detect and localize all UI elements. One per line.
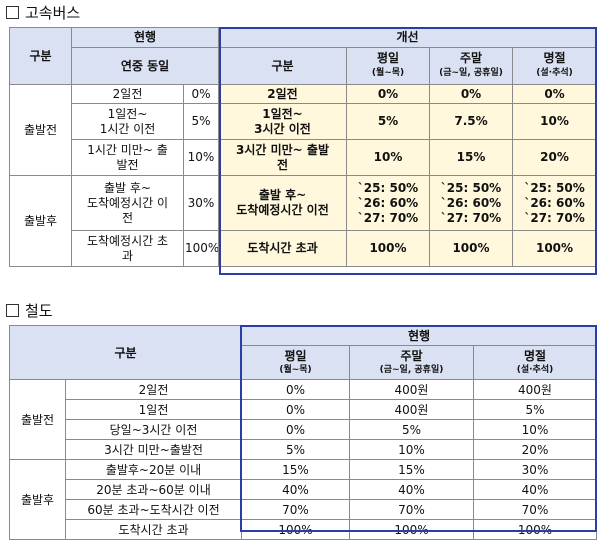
rail-value: 20% bbox=[472, 439, 598, 460]
bus-new-label: 출발 후~ 도착예정시간 이전 bbox=[218, 175, 347, 231]
rail-group-after: 출발후 bbox=[9, 459, 66, 540]
rail-value: 0% bbox=[241, 419, 350, 440]
bus-value: 0% bbox=[346, 84, 430, 104]
bus-value: 5% bbox=[346, 103, 430, 140]
bus-value: `25: 50% `26: 60% `27: 70% bbox=[429, 175, 513, 231]
bus-value: 15% bbox=[429, 139, 513, 176]
bus-new-label: 1일전~ 3시간 이전 bbox=[218, 103, 347, 140]
col-name: 주말 bbox=[400, 348, 423, 363]
bus-value: 100% bbox=[511, 230, 598, 267]
rail-value: 30% bbox=[472, 459, 598, 480]
bus-value: 10% bbox=[511, 103, 598, 140]
bus-cur-rate: 5% bbox=[183, 103, 219, 140]
rail-value: 40% bbox=[472, 479, 598, 500]
bus-improved-category-header: 구분 bbox=[218, 47, 347, 85]
rail-value: 70% bbox=[472, 499, 598, 520]
rail-value: 10% bbox=[472, 419, 598, 440]
bus-group-before: 출발전 bbox=[9, 84, 72, 176]
bus-cur-label: 출발 후~ 도착예정시간 이 전 bbox=[71, 175, 184, 231]
section-title-text: 철도 bbox=[25, 302, 53, 320]
bus-group-after: 출발후 bbox=[9, 175, 72, 267]
rail-value: 70% bbox=[241, 499, 350, 520]
bus-value: 100% bbox=[346, 230, 430, 267]
rail-value: 400원 bbox=[349, 379, 474, 400]
section-title-rail: 철도 bbox=[6, 301, 53, 321]
bus-value: 10% bbox=[346, 139, 430, 176]
bus-value: `25: 50% `26: 60% `27: 70% bbox=[511, 175, 598, 231]
bus-cur-label: 1일전~ 1시간 이전 bbox=[71, 103, 184, 140]
rail-row-label: 60분 초과~도착시간 이전 bbox=[65, 499, 242, 520]
rail-value: 0% bbox=[241, 399, 350, 420]
rail-group-before: 출발전 bbox=[9, 379, 66, 460]
rail-value: 100% bbox=[241, 519, 350, 540]
col-sub: (월~목) bbox=[279, 364, 312, 375]
rail-row-label: 1일전 bbox=[65, 399, 242, 420]
rail-col-weekend: 주말 (금~일, 공휴일) bbox=[349, 345, 474, 380]
rail-row-label: 2일전 bbox=[65, 379, 242, 400]
rail-value: 40% bbox=[349, 479, 474, 500]
bus-cur-label: 1시간 미만~ 출 발전 bbox=[71, 139, 184, 176]
col-name: 평일 bbox=[376, 51, 400, 65]
bus-col-weekend: 주말 (금~일, 공휴일) bbox=[429, 47, 513, 85]
bus-category-header: 구분 bbox=[9, 27, 72, 85]
rail-col-holiday: 명절 (설·추석) bbox=[472, 345, 598, 380]
rail-value: 40% bbox=[241, 479, 350, 500]
rail-value: 15% bbox=[349, 459, 474, 480]
col-name: 명절 bbox=[543, 51, 566, 65]
bus-same-year-header: 연중 동일 bbox=[71, 47, 219, 85]
col-name: 평일 bbox=[284, 348, 307, 363]
bus-new-label: 2일전 bbox=[218, 84, 347, 104]
rail-row-label: 20분 초과~60분 이내 bbox=[65, 479, 242, 500]
rail-row-label: 출발후~20분 이내 bbox=[65, 459, 242, 480]
bus-value: 7.5% bbox=[429, 103, 513, 140]
bus-value: 20% bbox=[511, 139, 598, 176]
rail-value: 10% bbox=[349, 439, 474, 460]
bus-cur-label: 도착예정시간 초 과 bbox=[71, 230, 184, 267]
bus-value: 0% bbox=[429, 84, 513, 104]
rail-value: 5% bbox=[472, 399, 598, 420]
rail-value: 400원 bbox=[349, 399, 474, 420]
rail-table: 구분 현행 평일 (월~목) 주말 (금~일, 공휴일) 명절 (설·추석) 출발전 … bbox=[9, 325, 598, 540]
bus-value: `25: 50% `26: 60% `27: 70% bbox=[346, 175, 430, 231]
rail-value: 0% bbox=[241, 379, 350, 400]
rail-value: 15% bbox=[241, 459, 350, 480]
section-title-bus: 고속버스 bbox=[6, 3, 80, 23]
bus-cur-rate: 100% bbox=[183, 230, 219, 267]
rail-col-weekday: 평일 (월~목) bbox=[241, 345, 350, 380]
bus-new-label: 3시간 미만~ 출발 전 bbox=[218, 139, 347, 176]
bus-improved-header: 개선 bbox=[217, 27, 598, 48]
rail-value: 5% bbox=[241, 439, 350, 460]
rail-row-label: 3시간 미만~출발전 bbox=[65, 439, 242, 460]
col-sub: (금~일, 공휴일) bbox=[439, 68, 503, 78]
bus-cur-rate: 10% bbox=[183, 139, 219, 176]
bus-cur-rate: 30% bbox=[183, 175, 219, 231]
bus-cur-rate: 0% bbox=[183, 84, 219, 104]
bus-current-header: 현행 bbox=[71, 27, 219, 48]
rail-category-header: 구분 bbox=[9, 325, 242, 380]
col-name: 명절 bbox=[523, 348, 547, 363]
bus-cur-label: 2일전 bbox=[71, 84, 184, 104]
rail-value: 5% bbox=[349, 419, 474, 440]
rail-row-label: 당일~3시간 이전 bbox=[65, 419, 242, 440]
bus-col-weekday: 평일 (월~목) bbox=[346, 47, 430, 85]
rail-value: 400원 bbox=[472, 379, 598, 400]
section-title-text: 고속버스 bbox=[25, 4, 81, 22]
bus-value: 0% bbox=[511, 84, 598, 104]
col-sub: (설·추석) bbox=[516, 364, 554, 375]
col-name: 주말 bbox=[459, 51, 483, 65]
col-sub: (설·추석) bbox=[536, 68, 573, 78]
bus-col-holiday: 명절 (설·추석) bbox=[511, 47, 598, 85]
rail-value: 70% bbox=[349, 499, 474, 520]
bus-new-label: 도착시간 초과 bbox=[218, 230, 347, 267]
checkbox-square-icon bbox=[6, 304, 19, 317]
rail-current-header: 현행 bbox=[240, 325, 598, 346]
bus-value: 100% bbox=[429, 230, 513, 267]
checkbox-square-icon bbox=[6, 6, 19, 19]
col-sub: (월~목) bbox=[371, 68, 405, 78]
col-sub: (금~일, 공휴일) bbox=[379, 364, 444, 375]
bus-table: 구분 현행 개선 연중 동일 구분 평일 (월~목) 주말 (금~일, 공휴일) 명… bbox=[9, 27, 598, 267]
